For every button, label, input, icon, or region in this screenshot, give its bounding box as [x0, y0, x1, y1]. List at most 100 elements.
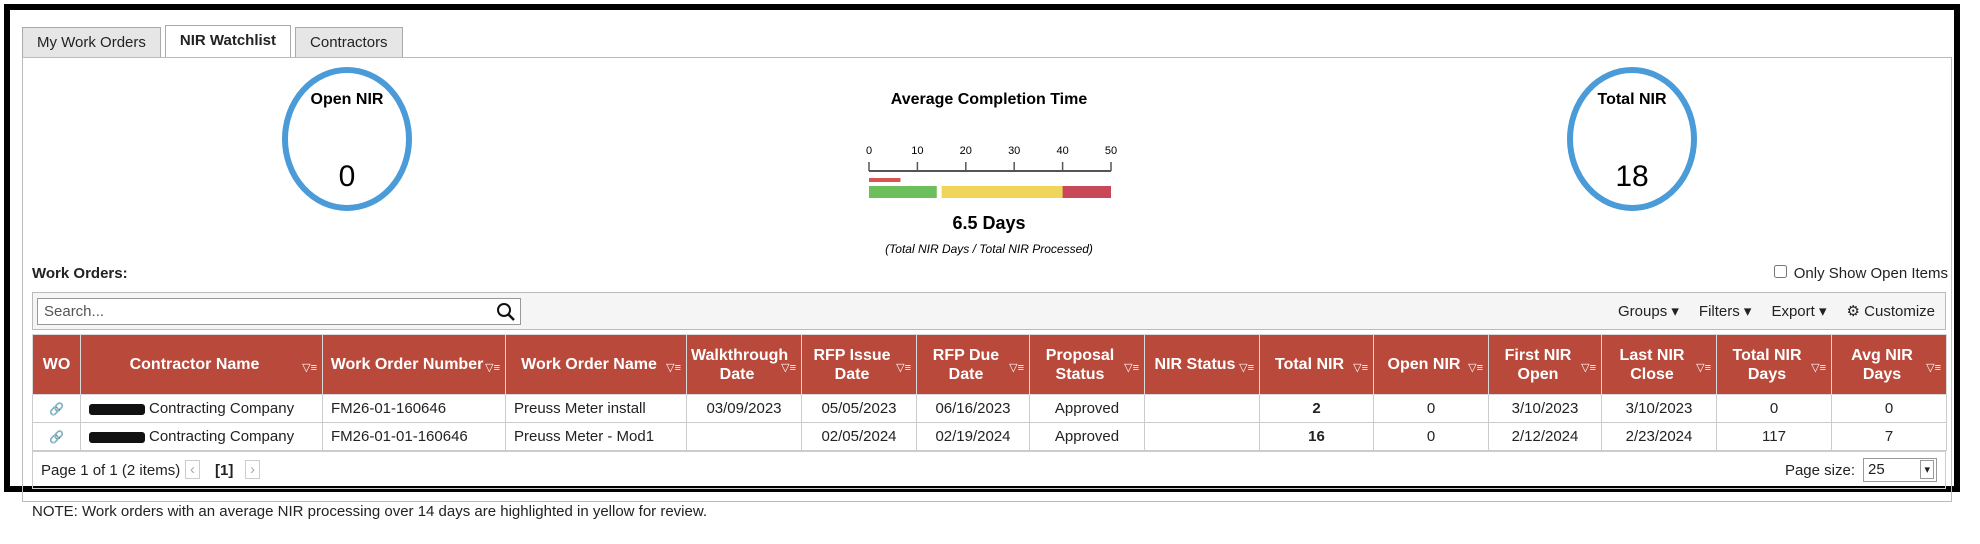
tab[interactable]: Contractors [295, 27, 403, 57]
column-title: Total NIR [1274, 356, 1345, 373]
cell-text: 2/23/2024 [1625, 428, 1693, 445]
search-box[interactable]: Search... [37, 298, 521, 325]
filter-icon[interactable]: ▽≡ [1468, 362, 1483, 374]
column-header[interactable]: Open NIR ▽≡ [1373, 334, 1489, 395]
column-title: RFP Due Date [932, 346, 1000, 383]
groups-button[interactable]: Groups ▾ [1618, 303, 1679, 320]
column-header[interactable]: Total NIR ▽≡ [1259, 334, 1374, 395]
filter-icon[interactable]: ▽≡ [1353, 362, 1368, 374]
grid-cell: 02/05/2024 [801, 422, 917, 451]
cell-text: 06/16/2023 [935, 400, 1011, 417]
column-title: Walkthrough Date [691, 346, 789, 383]
grid-cell: Approved [1029, 422, 1145, 451]
column-header[interactable]: Proposal Status ▽≡ [1029, 334, 1145, 395]
gauge-value-label: 6.5 Days [952, 213, 1025, 233]
tab[interactable]: My Work Orders [22, 27, 161, 57]
cell-text: 0 [1426, 400, 1436, 417]
current-page: [1] [215, 462, 234, 479]
cell-text: 0 [1884, 400, 1894, 417]
grid-cell: 03/09/2023 [686, 394, 802, 423]
prev-button[interactable]: ‹ [185, 460, 200, 479]
grid-cell: 2/12/2024 [1488, 422, 1602, 451]
grid-cell: Contracting Company [80, 394, 323, 423]
column-header[interactable]: WO [32, 334, 81, 395]
export-button[interactable]: Export ▾ [1771, 303, 1827, 320]
button-label: Filters [1698, 303, 1740, 320]
grid-body: 🔗 Contracting Company FM26-01-160646 Preuss… [32, 394, 1947, 451]
grid-cell: 117 [1716, 422, 1832, 451]
filter-icon[interactable]: ▽≡ [1696, 362, 1711, 374]
filter-icon[interactable]: ▽≡ [1811, 362, 1826, 374]
grid-cell: 7 [1831, 422, 1947, 451]
grid: WO Contractor Name ▽≡ Work Order Number ▽≡ Wo… [32, 334, 1947, 451]
column-header[interactable]: RFP Due Date ▽≡ [916, 334, 1030, 395]
grid-cell: 16 [1259, 422, 1374, 451]
cell-text: 05/05/2023 [821, 400, 897, 417]
column-header[interactable]: Contractor Name ▽≡ [80, 334, 323, 395]
filter-icon[interactable]: ▽≡ [896, 362, 911, 374]
column-title: Total NIR Days [1732, 346, 1802, 383]
next-button[interactable]: › [245, 460, 260, 479]
search-placeholder: Search... [44, 303, 105, 320]
filter-icon[interactable]: ▽≡ [666, 362, 681, 374]
tab[interactable]: NIR Watchlist [164, 25, 292, 57]
filter-icon[interactable]: ▽≡ [1124, 362, 1139, 374]
gauge-tick-label: 10 [911, 145, 923, 157]
page-size-label: Page size: [1784, 462, 1855, 479]
column-header[interactable]: Total NIR Days ▽≡ [1716, 334, 1832, 395]
section-label: Work Orders: [32, 265, 128, 282]
cell-text: 02/19/2024 [935, 428, 1011, 445]
grid-cell: 3/10/2023 [1601, 394, 1717, 423]
cell-text: FM26-01-01-160646 [331, 428, 468, 445]
kpi-ring [282, 67, 412, 211]
only-open-toggle[interactable]: Only Show Open Items [1770, 262, 1948, 282]
note: NOTE: Work orders with an average NIR pr… [32, 503, 708, 520]
pager: Page 1 of 1 (2 items) ‹ [1] › Page size:… [32, 451, 1946, 489]
filter-icon[interactable]: ▽≡ [1009, 362, 1024, 374]
filter-icon[interactable]: ▽≡ [1581, 362, 1596, 374]
redaction [89, 431, 145, 443]
column-header[interactable]: Work Order Name ▽≡ [505, 334, 687, 395]
grid-cell: 0 [1373, 394, 1489, 423]
wo-link[interactable]: 🔗 [49, 430, 64, 444]
filter-icon[interactable]: ▽≡ [302, 362, 317, 374]
column-header[interactable]: NIR Status ▽≡ [1144, 334, 1260, 395]
kpi-value: 0 [339, 160, 356, 193]
customize-button[interactable]: ⚙ Customize [1846, 303, 1935, 320]
filter-icon[interactable]: ▽≡ [781, 362, 796, 374]
column-title: Avg NIR Days [1851, 346, 1913, 383]
cell-text: Approved [1054, 428, 1120, 445]
column-title: NIR Status [1154, 356, 1236, 373]
cell-text: Preuss Meter - Mod1 [514, 428, 655, 445]
column-header[interactable]: RFP Issue Date ▽≡ [801, 334, 917, 395]
filters-button[interactable]: Filters ▾ [1698, 303, 1752, 320]
cell-text: Contracting Company [149, 428, 295, 445]
filter-icon[interactable]: ▽≡ [1926, 362, 1941, 374]
gauge-tick-label: 50 [1105, 145, 1117, 157]
grid-cell: Preuss Meter install [505, 394, 687, 423]
cell-text: 2/12/2024 [1511, 428, 1579, 445]
checkbox[interactable] [1773, 265, 1787, 278]
column-header[interactable]: First NIR Open ▽≡ [1488, 334, 1602, 395]
column-header[interactable]: Avg NIR Days ▽≡ [1831, 334, 1947, 395]
cell-text: 117 [1762, 428, 1786, 445]
header-row: WO Contractor Name ▽≡ Work Order Number ▽≡ Wo… [32, 334, 1947, 395]
page-size-select[interactable]: 25 ▾ [1863, 458, 1937, 482]
wo-link[interactable]: 🔗 [49, 402, 64, 416]
wo-cell: 🔗 [32, 422, 81, 451]
checkbox-label: Only Show Open Items [1793, 265, 1948, 282]
grid-cell: 3/10/2023 [1488, 394, 1602, 423]
column-header[interactable]: Last NIR Close ▽≡ [1601, 334, 1717, 395]
grid-cell: 2 [1259, 394, 1374, 423]
column-header[interactable]: Work Order Number ▽≡ [322, 334, 506, 395]
filter-icon[interactable]: ▽≡ [485, 362, 500, 374]
gauge-note: (Total NIR Days / Total NIR Processed) [885, 242, 1093, 256]
grid-cell [686, 422, 802, 451]
filter-icon[interactable]: ▽≡ [1239, 362, 1254, 374]
grid-cell [1144, 394, 1260, 423]
kpi-label: Total NIR [1597, 91, 1666, 108]
toolbar: Search... Groups ▾ Filters ▾ Export ▾ ⚙ … [32, 292, 1946, 330]
column-title: Last NIR Close [1619, 346, 1685, 383]
column-header[interactable]: Walkthrough Date ▽≡ [686, 334, 802, 395]
grid-row: 🔗 Contracting Company FM26-01-01-160646 Pre… [32, 422, 1947, 451]
